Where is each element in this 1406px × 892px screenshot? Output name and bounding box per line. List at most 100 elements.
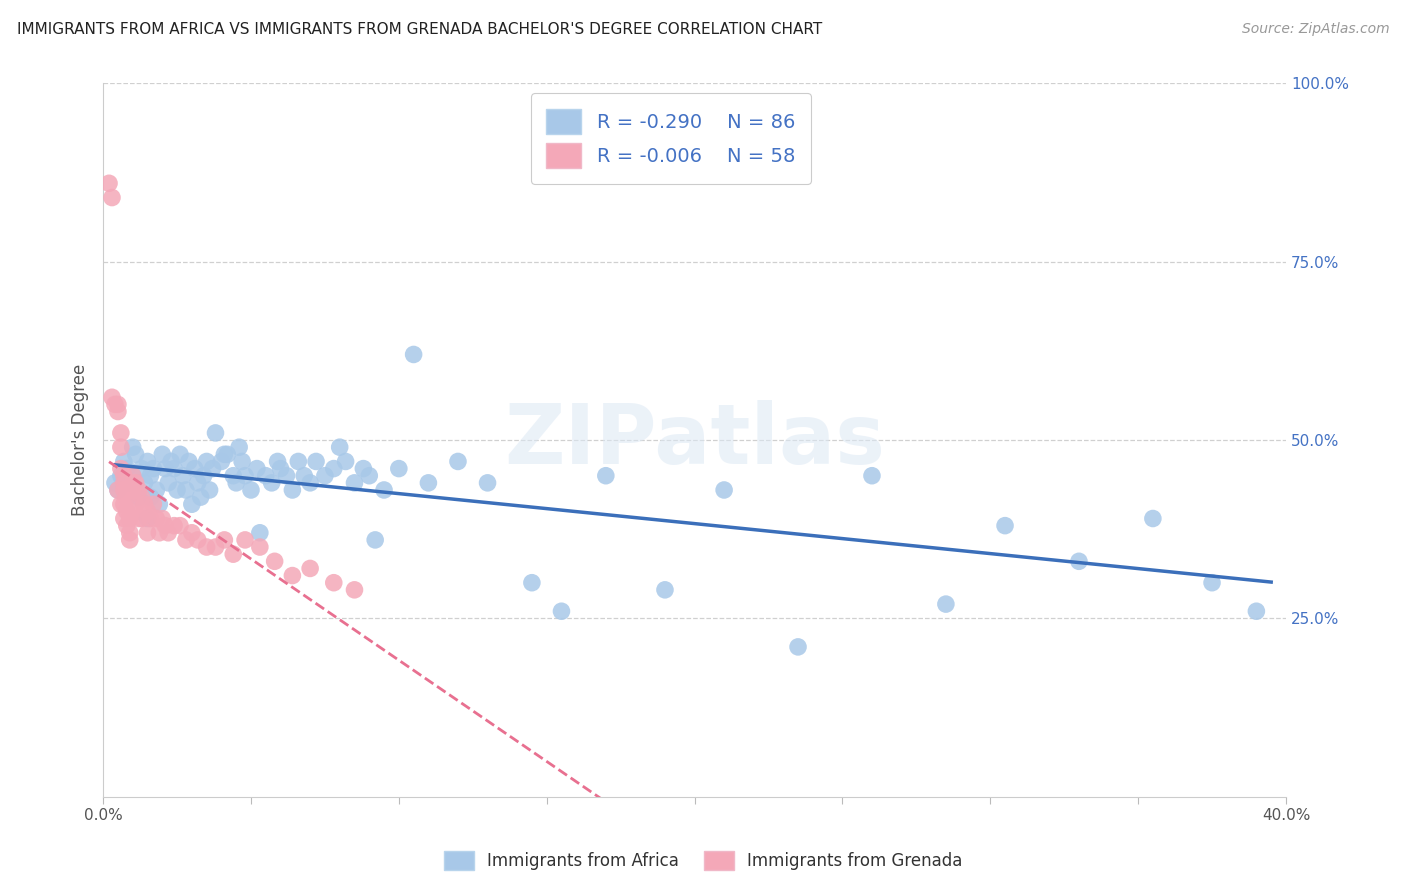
Point — [314, 468, 336, 483]
Point — [124, 475, 146, 490]
Point — [299, 561, 322, 575]
Point — [654, 582, 676, 597]
Point — [104, 475, 127, 490]
Point — [155, 461, 177, 475]
Point — [107, 404, 129, 418]
Point — [447, 454, 470, 468]
Point — [263, 554, 285, 568]
Point — [246, 461, 269, 475]
Point — [177, 454, 200, 468]
Point — [222, 468, 245, 483]
Point — [281, 568, 304, 582]
Point — [142, 497, 165, 511]
Point — [115, 490, 138, 504]
Point — [204, 540, 226, 554]
Point — [276, 468, 298, 483]
Point — [249, 540, 271, 554]
Point — [112, 475, 135, 490]
Point — [128, 483, 150, 497]
Point — [136, 525, 159, 540]
Point — [1067, 554, 1090, 568]
Point — [101, 390, 124, 404]
Point — [860, 468, 883, 483]
Point — [115, 518, 138, 533]
Point — [343, 582, 366, 597]
Point — [520, 575, 543, 590]
Point — [112, 511, 135, 525]
Point — [107, 483, 129, 497]
Point — [110, 440, 132, 454]
Point — [935, 597, 957, 611]
Point — [287, 454, 309, 468]
Point — [322, 575, 344, 590]
Point — [190, 490, 212, 504]
Point — [145, 511, 167, 525]
Point — [118, 525, 141, 540]
Point — [299, 475, 322, 490]
Point — [98, 176, 121, 190]
Point — [121, 468, 143, 483]
Point — [131, 490, 153, 504]
Point — [195, 540, 218, 554]
Point — [150, 511, 173, 525]
Point — [222, 547, 245, 561]
Legend: Immigrants from Africa, Immigrants from Grenada: Immigrants from Africa, Immigrants from … — [437, 844, 969, 877]
Point — [713, 483, 735, 497]
Point — [195, 454, 218, 468]
Legend: R = -0.290    N = 86, R = -0.006    N = 58: R = -0.290 N = 86, R = -0.006 N = 58 — [531, 93, 811, 184]
Point — [231, 454, 253, 468]
Point — [225, 475, 247, 490]
Point — [124, 497, 146, 511]
Point — [352, 461, 374, 475]
Point — [139, 490, 162, 504]
Point — [550, 604, 572, 618]
Point — [115, 461, 138, 475]
Point — [121, 440, 143, 454]
Point — [128, 490, 150, 504]
Point — [160, 454, 183, 468]
Point — [157, 475, 180, 490]
Point — [477, 475, 499, 490]
Point — [121, 468, 143, 483]
Point — [112, 483, 135, 497]
Text: IMMIGRANTS FROM AFRICA VS IMMIGRANTS FROM GRENADA BACHELOR'S DEGREE CORRELATION : IMMIGRANTS FROM AFRICA VS IMMIGRANTS FRO… — [17, 22, 823, 37]
Point — [115, 504, 138, 518]
Point — [187, 475, 209, 490]
Text: ZIPatlas: ZIPatlas — [503, 400, 884, 481]
Point — [1142, 511, 1164, 525]
Point — [184, 461, 207, 475]
Point — [322, 461, 344, 475]
Point — [163, 518, 186, 533]
Point — [110, 461, 132, 475]
Point — [292, 468, 315, 483]
Point — [121, 504, 143, 518]
Point — [198, 483, 221, 497]
Point — [128, 511, 150, 525]
Point — [110, 425, 132, 440]
Point — [281, 483, 304, 497]
Point — [249, 525, 271, 540]
Point — [994, 518, 1017, 533]
Point — [193, 468, 215, 483]
Point — [329, 440, 352, 454]
Point — [157, 525, 180, 540]
Point — [163, 461, 186, 475]
Point — [115, 483, 138, 497]
Point — [233, 533, 256, 547]
Point — [166, 483, 188, 497]
Point — [150, 447, 173, 461]
Point — [136, 511, 159, 525]
Point — [418, 475, 440, 490]
Point — [180, 497, 202, 511]
Point — [595, 468, 617, 483]
Point — [174, 483, 197, 497]
Point — [373, 483, 395, 497]
Text: Source: ZipAtlas.com: Source: ZipAtlas.com — [1241, 22, 1389, 37]
Point — [104, 397, 127, 411]
Point — [107, 397, 129, 411]
Point — [145, 483, 167, 497]
Point — [139, 468, 162, 483]
Point — [228, 440, 250, 454]
Point — [388, 461, 411, 475]
Point — [131, 461, 153, 475]
